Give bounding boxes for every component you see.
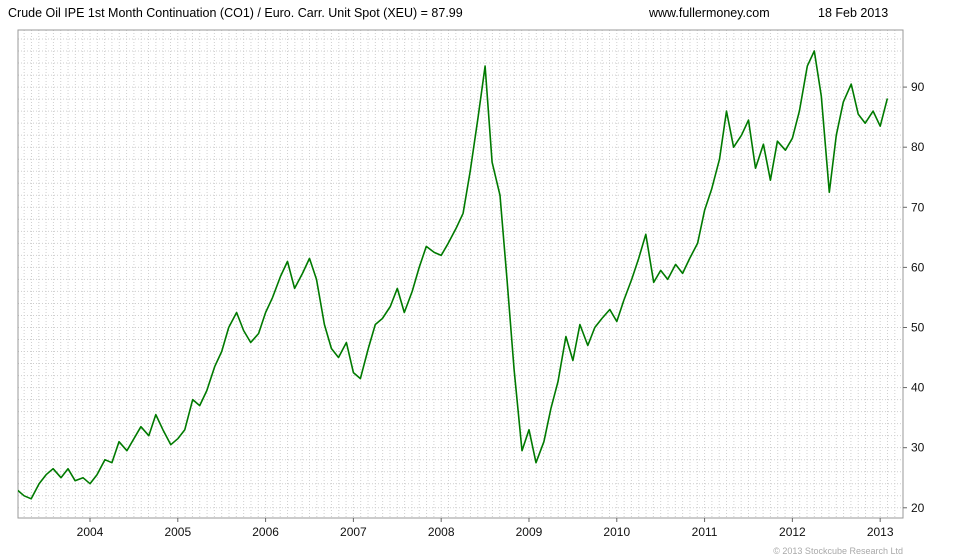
price-chart-svg: 2004 2005 2006 2007 2008 2009 2010 2011 2012 2013… xyxy=(17,29,925,539)
svg-text:20: 20 xyxy=(911,501,925,515)
price-line xyxy=(18,50,889,500)
svg-text:2004: 2004 xyxy=(77,525,104,539)
svg-text:2011: 2011 xyxy=(692,525,718,539)
chart-title: Crude Oil IPE 1st Month Continuation (CO… xyxy=(8,6,463,20)
site-link-text: www.fullermoney.com xyxy=(649,6,770,20)
grid-lines xyxy=(18,30,903,518)
x-axis-labels: 2004 2005 2006 2007 2008 2009 2010 2011 2012 2013 xyxy=(77,518,894,539)
svg-text:90: 90 xyxy=(911,80,925,94)
svg-text:2005: 2005 xyxy=(164,525,191,539)
svg-text:2013: 2013 xyxy=(867,525,894,539)
svg-text:50: 50 xyxy=(911,320,925,334)
svg-text:2009: 2009 xyxy=(516,525,543,539)
svg-text:2006: 2006 xyxy=(252,525,279,539)
svg-text:70: 70 xyxy=(911,200,925,214)
svg-text:40: 40 xyxy=(911,381,925,395)
svg-text:2010: 2010 xyxy=(603,525,630,539)
y-axis-labels: 20 30 40 50 60 70 80 90 xyxy=(903,80,925,515)
svg-text:2008: 2008 xyxy=(428,525,455,539)
copyright-notice: © 2013 Stockcube Research Ltd xyxy=(773,546,903,556)
svg-text:2012: 2012 xyxy=(779,525,806,539)
plot-frame xyxy=(17,29,904,519)
chart-date: 18 Feb 2013 xyxy=(818,6,889,20)
svg-text:60: 60 xyxy=(911,260,925,274)
svg-text:30: 30 xyxy=(911,441,925,455)
svg-text:80: 80 xyxy=(911,140,925,154)
svg-text:2007: 2007 xyxy=(340,525,367,539)
